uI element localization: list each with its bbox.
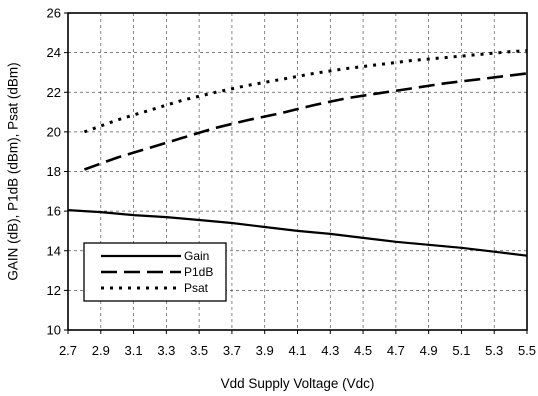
series-line-psat bbox=[83, 49, 528, 134]
y-tick-label: 22 bbox=[47, 85, 61, 100]
x-tick-label: 5.3 bbox=[485, 343, 503, 358]
series-lines bbox=[67, 49, 528, 257]
legend-label-p1db: P1dB bbox=[184, 265, 213, 279]
x-tick-label: 2.9 bbox=[92, 343, 110, 358]
x-tick-label: 3.3 bbox=[157, 343, 175, 358]
y-axis-title: GAIN (dB), P1dB (dBm), Psat (dBm) bbox=[6, 62, 21, 280]
x-tick-label: 3.7 bbox=[223, 343, 241, 358]
x-tick-label: 3.9 bbox=[256, 343, 274, 358]
legend-label-psat: Psat bbox=[184, 281, 209, 295]
x-axis-ticks: 2.7 2.9 3.1 3.3 3.5 3.7 3.9 4.1 4.3 4.5 4.7 4.9 5.1 5… bbox=[59, 330, 536, 358]
x-axis-title: Vdd Supply Voltage (Vdc) bbox=[221, 376, 375, 391]
series-line-gain bbox=[67, 209, 528, 257]
x-tick-label: 5.5 bbox=[518, 343, 536, 358]
series-line-p1db bbox=[83, 72, 528, 171]
y-axis-ticks: 10 12 14 16 18 20 22 24 26 bbox=[47, 6, 68, 338]
x-tick-label: 3.1 bbox=[125, 343, 143, 358]
x-tick-label: 4.3 bbox=[321, 343, 339, 358]
x-tick-label: 4.5 bbox=[354, 343, 372, 358]
x-tick-label: 3.5 bbox=[190, 343, 208, 358]
y-tick-label: 12 bbox=[47, 283, 61, 298]
y-tick-label: 24 bbox=[47, 45, 61, 60]
x-tick-label: 4.9 bbox=[420, 343, 438, 358]
x-tick-label: 4.7 bbox=[387, 343, 405, 358]
y-tick-label: 10 bbox=[47, 323, 61, 338]
y-tick-label: 20 bbox=[47, 124, 61, 139]
legend: Gain P1dB Psat bbox=[83, 242, 227, 302]
y-tick-label: 18 bbox=[47, 164, 61, 179]
y-tick-label: 16 bbox=[47, 204, 61, 219]
x-tick-label: 5.1 bbox=[452, 343, 470, 358]
y-tick-label: 14 bbox=[47, 243, 61, 258]
x-tick-label: 2.7 bbox=[59, 343, 77, 358]
grid bbox=[68, 13, 527, 330]
y-tick-label: 26 bbox=[47, 6, 61, 21]
x-tick-label: 4.1 bbox=[288, 343, 306, 358]
legend-label-gain: Gain bbox=[184, 249, 209, 263]
